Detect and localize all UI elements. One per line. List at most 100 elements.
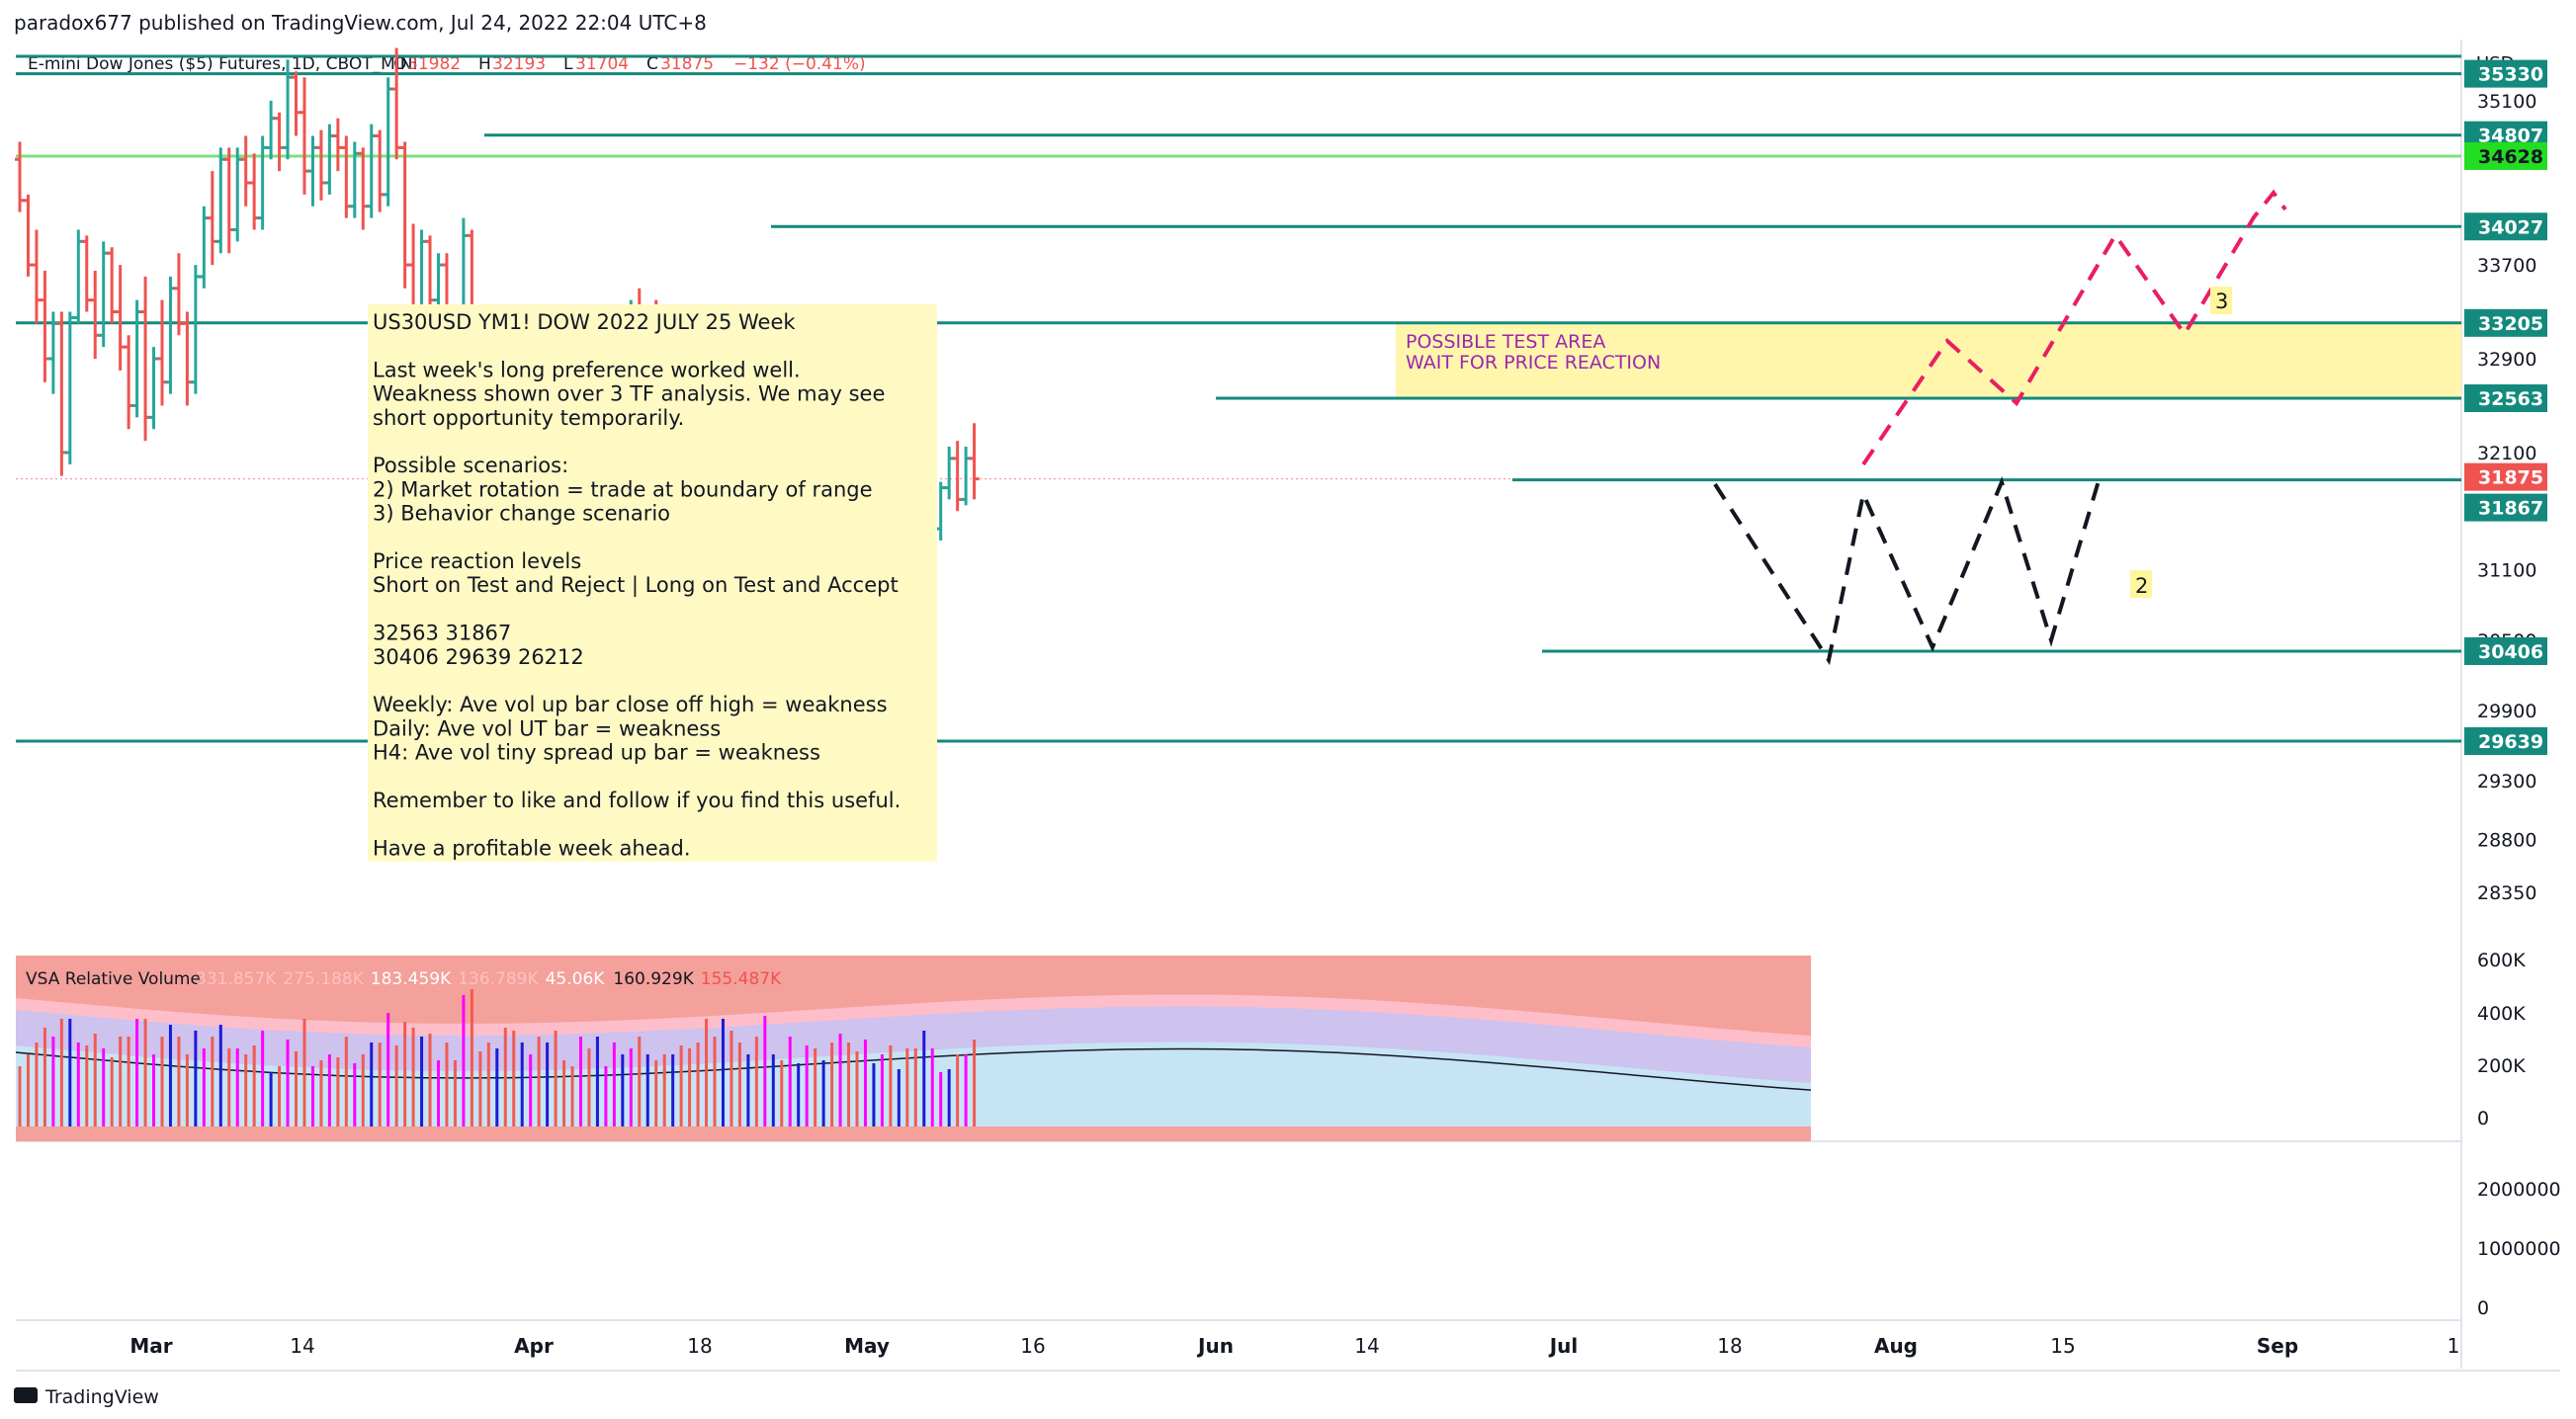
time-axis-ticks: Mar 14 Apr 18 May 16 Jun 14 Jul 18 Aug 15 Sep 1 xyxy=(129,1334,2459,1358)
time-tick-label: 18 xyxy=(687,1334,712,1358)
time-tick-label: Jun xyxy=(1196,1334,1234,1358)
volume-tick-label: 0 xyxy=(2477,1108,2489,1129)
price-tick-label: 33700 xyxy=(2477,255,2536,277)
price-badge-label: 31875 xyxy=(2478,467,2543,489)
ohlc-high-label: H xyxy=(478,54,491,74)
price-badge-bg xyxy=(2464,727,2547,755)
volume-average-line xyxy=(15,1047,1812,1091)
price-tick-label: 32100 xyxy=(2477,443,2536,464)
note-line: Price reaction levels xyxy=(373,549,581,573)
note-line: 3) Behavior change scenario xyxy=(373,502,670,526)
time-tick-label: 18 xyxy=(1717,1334,1742,1358)
ohlc-readout: O 31982 H 32193 L 31704 C 31875 −132 (−0… xyxy=(393,54,866,74)
price-axis-ticks: 3510033700329003210031100305002990029300… xyxy=(2477,91,2536,904)
price-badge-32563: 32563 xyxy=(2464,384,2547,412)
price-badge-bg xyxy=(2464,212,2547,241)
price-badge-bg xyxy=(2464,493,2547,522)
volume-indicator-value: 160.929K xyxy=(613,969,694,989)
time-tick-label: 14 xyxy=(1354,1334,1379,1358)
volume-indicator-value: 155.487K xyxy=(701,969,782,989)
volume-indicator-value: 136.789K xyxy=(458,969,539,989)
time-tick-label: Sep xyxy=(2257,1334,2298,1358)
price-badge-bg xyxy=(2464,636,2547,665)
price-badge-label: 34628 xyxy=(2478,146,2543,168)
time-tick-label: 1 xyxy=(2447,1334,2460,1358)
time-tick-label: Aug xyxy=(1874,1334,1918,1358)
lower-pane-tick-label: 2000000 xyxy=(2477,1179,2561,1201)
price-badge-label: 34027 xyxy=(2478,216,2543,238)
price-badge-30406: 30406 xyxy=(2464,636,2547,665)
horizontal-levels xyxy=(16,54,2461,743)
note-line: Weakness shown over 3 TF analysis. We ma… xyxy=(373,382,885,406)
zone-label-1: POSSIBLE TEST AREA xyxy=(1406,331,1605,353)
test-zone-box xyxy=(1396,322,2461,398)
price-tick-label: 35100 xyxy=(2477,91,2536,113)
time-tick-label: May xyxy=(844,1334,890,1358)
time-tick-label: 14 xyxy=(290,1334,314,1358)
note-line: Remember to like and follow if you find … xyxy=(373,789,901,812)
ohlc-close: 31875 xyxy=(660,54,714,74)
volume-indicator-value: 275.188K xyxy=(283,969,364,989)
price-badge-35330: 35330 xyxy=(2464,59,2547,88)
note-line: Daily: Ave vol UT bar = weakness xyxy=(373,716,721,740)
price-badge-33205: 33205 xyxy=(2464,308,2547,337)
price-tick-label: 28800 xyxy=(2477,830,2536,852)
scenario-3-path xyxy=(1861,189,2287,466)
price-badge-label: 31867 xyxy=(2478,498,2543,520)
volume-indicator-title: VSA Relative Volume xyxy=(26,969,201,989)
ohlc-low: 31704 xyxy=(575,54,629,74)
price-badge-bg xyxy=(2464,462,2547,491)
price-badge-bg xyxy=(2464,384,2547,412)
note-line: Short on Test and Reject | Long on Test … xyxy=(373,573,899,598)
note-line: Have a profitable week ahead. xyxy=(373,836,691,860)
note-line: Weekly: Ave vol up bar close off high = … xyxy=(373,693,888,716)
volume-indicator-value: 331.857K xyxy=(196,969,277,989)
note-box xyxy=(368,304,937,862)
price-tick-label: 29900 xyxy=(2477,701,2536,722)
price-badge-bg xyxy=(2464,141,2547,170)
price-tick-label: 32900 xyxy=(2477,349,2536,371)
symbol-title: E-mini Dow Jones ($5) Futures, 1D, CBOT_… xyxy=(28,54,418,74)
price-badge-label: 34807 xyxy=(2478,125,2543,147)
scenario-label-3-bg xyxy=(2210,287,2232,314)
scenario-label-2: 2 xyxy=(2135,574,2148,598)
note-line: 32563 31867 xyxy=(373,622,511,645)
volume-tick-label: 600K xyxy=(2477,950,2526,971)
price-tick-label: 31100 xyxy=(2477,560,2536,582)
publisher-line: paradox677 published on TradingView.com,… xyxy=(14,11,707,35)
scenario-label-3: 3 xyxy=(2215,290,2228,313)
note-line: 2) Market rotation = trade at boundary o… xyxy=(373,477,873,501)
price-badge-31867: 31867 xyxy=(2464,493,2547,522)
lower-pane-tick-label: 0 xyxy=(2477,1297,2489,1319)
ohlc-open: 31982 xyxy=(407,54,461,74)
volume-indicator-value: 45.06K xyxy=(546,969,606,989)
lower-pane: 2000000 1000000 0 xyxy=(2477,1179,2561,1319)
ohlc-change: −132 (−0.41%) xyxy=(733,54,866,74)
zone-label-2: WAIT FOR PRICE REACTION xyxy=(1406,352,1661,374)
price-badge-34027: 34027 xyxy=(2464,212,2547,241)
price-badge-label: 35330 xyxy=(2478,64,2543,86)
price-badge-31875: 31875 xyxy=(2464,462,2547,491)
tradingview-logo xyxy=(14,1387,38,1403)
analysis-note: US30USD YM1! DOW 2022 JULY 25 Week Last w… xyxy=(368,304,937,862)
time-tick-label: Jul xyxy=(1548,1334,1579,1358)
footer-brand: TradingView xyxy=(44,1386,159,1408)
price-badge-label: 32563 xyxy=(2478,388,2543,410)
time-tick-label: 15 xyxy=(2050,1334,2075,1358)
time-tick-label: Apr xyxy=(514,1334,554,1358)
note-line: short opportunity temporarily. xyxy=(373,406,684,430)
price-badge-bg xyxy=(2464,59,2547,88)
note-line: 30406 29639 26212 xyxy=(373,645,584,669)
volume-tick-label: 400K xyxy=(2477,1003,2526,1025)
note-line: Possible scenarios: xyxy=(373,454,568,477)
price-tick-label: 28350 xyxy=(2477,882,2536,904)
price-badge-label: 33205 xyxy=(2478,313,2543,335)
price-bar xyxy=(969,423,980,500)
time-tick-label: Mar xyxy=(129,1334,172,1358)
price-tick-label: 29300 xyxy=(2477,771,2536,793)
price-badge-label: 30406 xyxy=(2478,641,2543,663)
volume-indicator-value: 183.459K xyxy=(371,969,452,989)
